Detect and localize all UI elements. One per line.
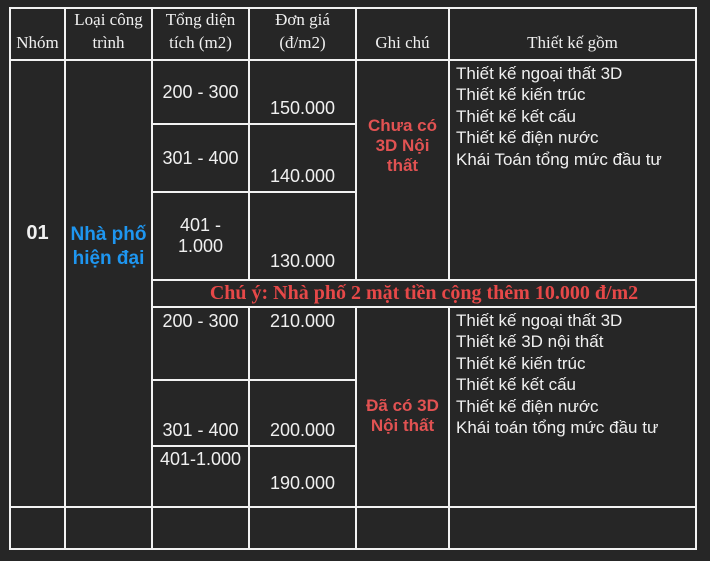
price-cell: 210.000 (250, 308, 357, 381)
group-id: 01 (26, 222, 49, 244)
area-cell: 200 - 300 (153, 61, 250, 125)
group-id-cell: 01 (11, 61, 66, 508)
price-cell: 200.000 (250, 381, 357, 447)
price-cell: 140.000 (250, 125, 357, 193)
area-cell: 401-1.000 (153, 447, 250, 508)
design-item: Thiết kế kiến trúc (456, 353, 586, 373)
header-cell-don-gia: Đơn giá (đ/m2) (250, 9, 357, 61)
empty-cell (66, 508, 153, 548)
header-cell-thiet-ke-gom: Thiết kế gồm (450, 9, 695, 61)
header-cell-ghi-chu: Ghi chú (357, 9, 450, 61)
area-cell: 200 - 300 (153, 308, 250, 381)
note-cell: Chú ý: Nhà phố 2 mặt tiền cộng thêm 10.0… (153, 281, 695, 308)
area-cell: 301 - 400 (153, 125, 250, 193)
empty-cell (153, 508, 250, 548)
ghi-chu-upper-label: Chưa có 3D Nội thất (368, 116, 437, 175)
price-cell: 130.000 (250, 193, 357, 281)
design-list-lower: Thiết kế ngoại thất 3D Thiết kế 3D nội t… (450, 308, 695, 508)
empty-cell (250, 508, 357, 548)
ghi-chu-cell-lower: Đã có 3D Nội thất (357, 308, 450, 508)
design-item: Thiết kế kết cấu (456, 375, 577, 395)
price-table: Nhóm Loại công trình Tổng diện tích (m2)… (9, 7, 697, 550)
header-cell-loai-cong-trinh: Loại công trình (66, 9, 153, 61)
price-cell: 190.000 (250, 447, 357, 508)
ghi-chu-lower-label: Đã có 3D Nội thất (366, 396, 439, 435)
design-item: Thiết kế 3D nội thất (456, 332, 604, 352)
empty-cell (357, 508, 450, 548)
header-cell-nhom: Nhóm (11, 9, 66, 61)
design-item: Thiết kế ngoại thất 3D (456, 311, 623, 330)
header-cell-tong-dien-tich: Tổng diện tích (m2) (153, 9, 250, 61)
design-item: Thiết kế kết cấu (456, 106, 577, 126)
design-item: Thiết kế ngoại thất 3D (456, 64, 623, 83)
design-list-upper: Thiết kế ngoại thất 3D Thiết kế kiến trú… (450, 61, 695, 281)
design-item: Thiết kế điện nước (456, 396, 599, 416)
design-item: Thiết kế kiến trúc (456, 85, 586, 105)
empty-cell (450, 508, 695, 548)
design-item: Khái Toán tổng mức đầu tư (456, 149, 662, 169)
area-cell: 301 - 400 (153, 381, 250, 447)
design-item: Thiết kế điện nước (456, 128, 599, 148)
group-type-cell: Nhà phố hiện đại (66, 61, 153, 508)
empty-cell (11, 508, 66, 548)
design-item: Khái toán tổng mức đầu tư (456, 418, 659, 438)
ghi-chu-cell-upper: Chưa có 3D Nội thất (357, 61, 450, 281)
price-cell: 150.000 (250, 61, 357, 125)
area-cell: 401 - 1.000 (153, 193, 250, 281)
group-type-label: Nhà phố hiện đại (70, 224, 147, 269)
